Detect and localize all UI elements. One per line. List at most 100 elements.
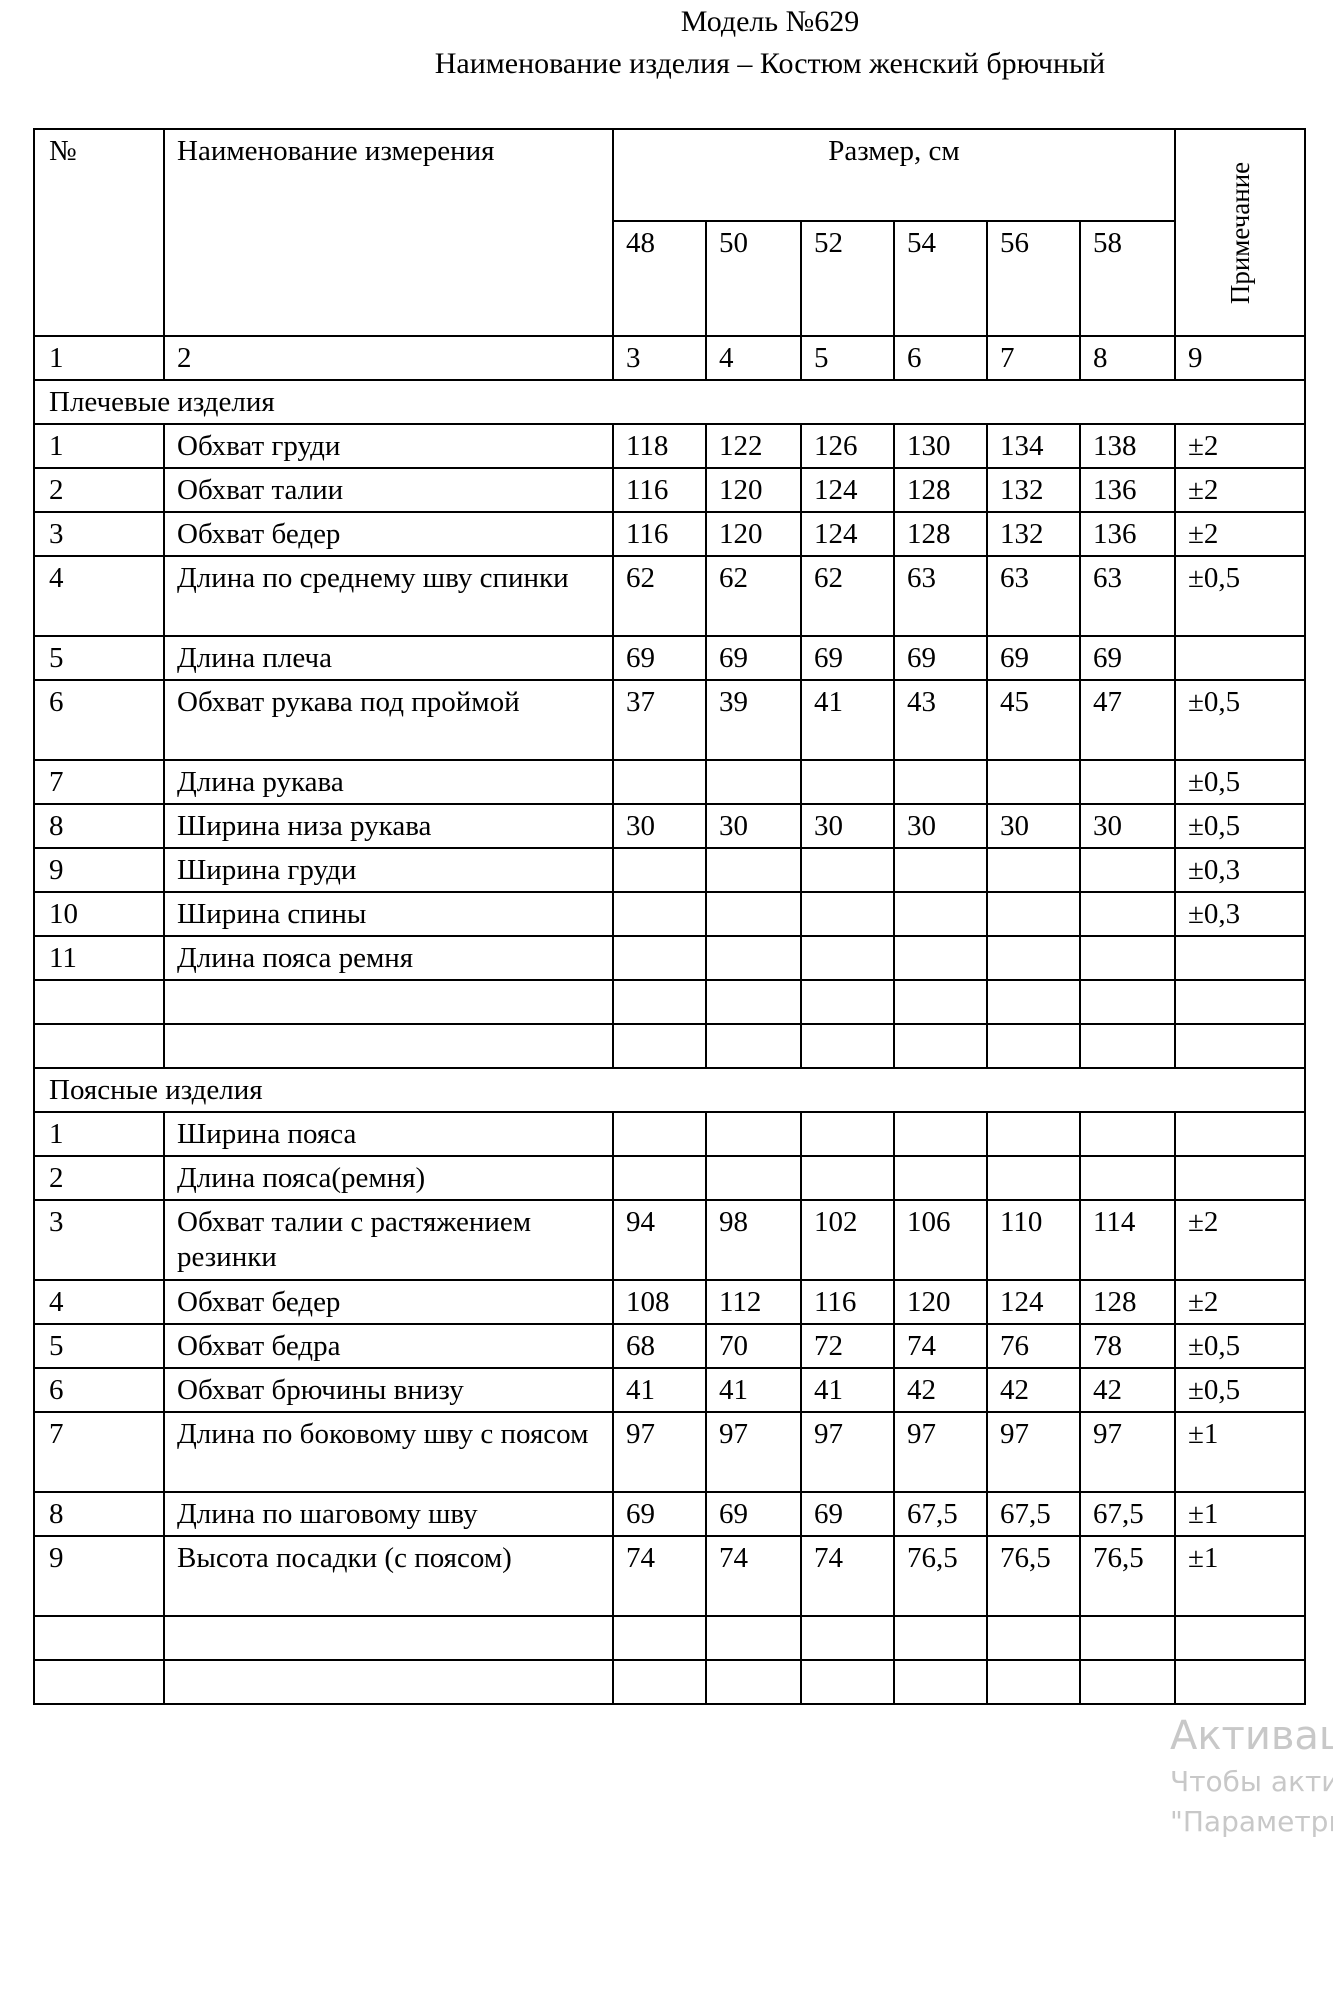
size-value: 67,5 <box>986 1491 1081 1537</box>
size-value <box>800 1155 895 1201</box>
table-row: 5 Длина плеча 69 69 69 69 69 69 <box>33 635 1306 681</box>
size-value: 124 <box>800 511 895 557</box>
header-number: № <box>33 128 165 337</box>
size-value: 30 <box>705 803 802 849</box>
size-value <box>705 1659 802 1705</box>
size-value: 94 <box>612 1199 707 1281</box>
row-number <box>33 1659 165 1705</box>
table-row: 6 Обхват брючины внизу 41 41 41 42 42 42 ±0,5 <box>33 1367 1306 1413</box>
table-row <box>33 1615 1306 1661</box>
size-value: 76,5 <box>986 1535 1081 1617</box>
tolerance-note: ±2 <box>1174 511 1306 557</box>
table-row: 4 Обхват бедер 108 112 116 120 124 128 ±2 <box>33 1279 1306 1325</box>
size-value <box>986 1023 1081 1069</box>
row-number: 3 <box>33 1199 165 1281</box>
table-row: 9 Ширина груди ±0,3 <box>33 847 1306 893</box>
measurement-name: Высота посадки (с поясом) <box>163 1535 614 1617</box>
size-value <box>800 1659 895 1705</box>
measurement-name <box>163 1659 614 1705</box>
size-header: 58 <box>1079 220 1176 337</box>
tolerance-note: ±1 <box>1174 1491 1306 1537</box>
size-value: 124 <box>986 1279 1081 1325</box>
size-value <box>612 1659 707 1705</box>
row-number: 7 <box>33 1411 165 1493</box>
size-value: 62 <box>705 555 802 637</box>
size-value: 120 <box>705 467 802 513</box>
size-value: 69 <box>705 1491 802 1537</box>
row-number: 6 <box>33 1367 165 1413</box>
row-number: 5 <box>33 1323 165 1369</box>
row-number: 11 <box>33 935 165 981</box>
size-value: 138 <box>1079 423 1176 469</box>
size-value <box>1079 847 1176 893</box>
row-number: 10 <box>33 891 165 937</box>
size-value: 74 <box>893 1323 988 1369</box>
measurement-name: Длина рукава <box>163 759 614 805</box>
size-value: 62 <box>800 555 895 637</box>
size-value <box>705 1155 802 1201</box>
size-value <box>705 891 802 937</box>
size-header: 54 <box>893 220 988 337</box>
size-value: 47 <box>1079 679 1176 761</box>
size-value <box>705 935 802 981</box>
size-value: 41 <box>705 1367 802 1413</box>
size-value <box>1079 979 1176 1025</box>
size-value: 30 <box>612 803 707 849</box>
size-value: 72 <box>800 1323 895 1369</box>
row-number: 8 <box>33 1491 165 1537</box>
section-title: Поясные изделия <box>33 1067 1306 1113</box>
row-number: 4 <box>33 1279 165 1325</box>
size-value <box>612 847 707 893</box>
size-value <box>893 979 988 1025</box>
section-row: Плечевые изделия <box>33 379 1306 425</box>
watermark-line3: "Параметры <box>1170 1805 1333 1838</box>
size-value: 63 <box>893 555 988 637</box>
header-note: Примечание <box>1174 128 1306 337</box>
size-value: 97 <box>705 1411 802 1493</box>
size-value: 128 <box>893 511 988 557</box>
size-value: 63 <box>1079 555 1176 637</box>
column-index: 1 <box>33 335 165 381</box>
watermark-line2: Чтобы активи <box>1170 1765 1333 1798</box>
tolerance-note <box>1174 1155 1306 1201</box>
size-value <box>1079 1615 1176 1661</box>
table-row: 8 Длина по шаговому шву 69 69 69 67,5 67,5 67,5… <box>33 1491 1306 1537</box>
measurement-name: Длина по среднему шву спинки <box>163 555 614 637</box>
table-row: 2 Обхват талии 116 120 124 128 132 136 ±2 <box>33 467 1306 513</box>
size-value: 116 <box>612 467 707 513</box>
measurement-name: Ширина спины <box>163 891 614 937</box>
size-value <box>800 1111 895 1157</box>
row-number: 2 <box>33 467 165 513</box>
size-value <box>986 935 1081 981</box>
size-value: 118 <box>612 423 707 469</box>
size-value <box>705 847 802 893</box>
size-value: 43 <box>893 679 988 761</box>
measurement-name: Длина пояса(ремня) <box>163 1155 614 1201</box>
size-value: 42 <box>986 1367 1081 1413</box>
size-value: 136 <box>1079 467 1176 513</box>
tolerance-note: ±2 <box>1174 423 1306 469</box>
row-number <box>33 1615 165 1661</box>
size-value <box>986 847 1081 893</box>
measurement-name: Ширина низа рукава <box>163 803 614 849</box>
tolerance-note: ±0,5 <box>1174 1323 1306 1369</box>
measurement-name: Ширина пояса <box>163 1111 614 1157</box>
size-value <box>986 1111 1081 1157</box>
column-index: 3 <box>612 335 707 381</box>
size-value: 74 <box>612 1535 707 1617</box>
table-row: 7 Длина рукава ±0,5 <box>33 759 1306 805</box>
size-value <box>800 847 895 893</box>
section-row: Поясные изделия <box>33 1067 1306 1113</box>
row-number: 4 <box>33 555 165 637</box>
table-row: 6 Обхват рукава под проймой 37 39 41 43 45 47 ±0… <box>33 679 1306 761</box>
tolerance-note <box>1174 1111 1306 1157</box>
size-value: 74 <box>705 1535 802 1617</box>
size-value: 69 <box>986 635 1081 681</box>
size-value <box>612 891 707 937</box>
size-value: 97 <box>893 1411 988 1493</box>
table-row: 3 Обхват бедер 116 120 124 128 132 136 ±2 <box>33 511 1306 557</box>
size-value <box>1079 1023 1176 1069</box>
size-value <box>893 1155 988 1201</box>
size-value <box>800 759 895 805</box>
measurement-name: Длина плеча <box>163 635 614 681</box>
